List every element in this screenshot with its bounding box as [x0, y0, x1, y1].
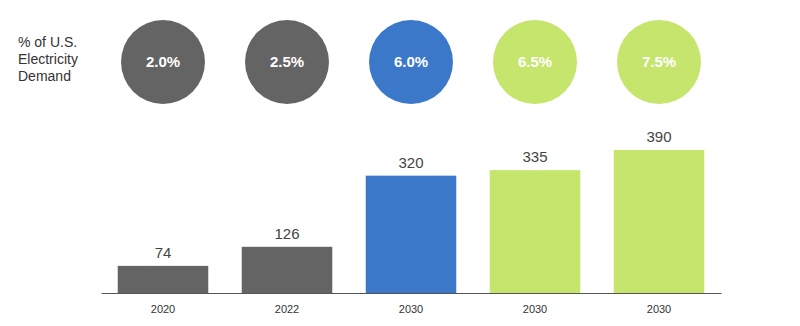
circle — [493, 20, 577, 104]
tick-label: 2030 — [647, 303, 671, 315]
tick: 2030 — [399, 293, 423, 315]
circle-label: 2.0% — [146, 53, 180, 70]
bars — [118, 150, 705, 293]
data-labels: 74 126 320 335 390 — [155, 128, 672, 261]
row-label-line: Electricity — [18, 51, 78, 67]
data-label: 74 — [155, 244, 172, 261]
circle-label: 7.5% — [642, 53, 676, 70]
tick-label: 2020 — [151, 303, 175, 315]
data-label: 390 — [646, 128, 671, 145]
circle-row: 2.0% 2.5% 6.0% 6.5% 7.5% — [121, 20, 701, 104]
circle-label: 6.5% — [518, 53, 552, 70]
circle — [245, 20, 329, 104]
tick: 2022 — [275, 293, 299, 315]
x-axis: 2020 2022 2030 2030 2030 — [102, 293, 722, 315]
data-label: 126 — [274, 225, 299, 242]
data-label: 335 — [522, 148, 547, 165]
circle — [369, 20, 453, 104]
tick: 2030 — [647, 293, 671, 315]
tick: 2030 — [523, 293, 547, 315]
row-label-line: Demand — [18, 68, 71, 84]
tick-label: 2030 — [523, 303, 547, 315]
bar — [490, 170, 581, 293]
tick: 2020 — [151, 293, 175, 315]
circle-label: 2.5% — [270, 53, 304, 70]
axis-line — [102, 293, 722, 294]
tick-label: 2030 — [399, 303, 423, 315]
circle — [121, 20, 205, 104]
tick-label: 2022 — [275, 303, 299, 315]
bar — [242, 247, 333, 293]
row-label: % of U.S.ElectricityDemand — [18, 34, 78, 84]
bar — [118, 266, 209, 293]
row-label-line: % of U.S. — [18, 34, 77, 50]
data-label: 320 — [398, 154, 423, 171]
chart: 74 126 320 335 390 2.0% 2.5% 6.0% 6.5% 7.5% % of U… — [0, 0, 800, 326]
bar — [614, 150, 705, 293]
bar — [366, 176, 457, 293]
circle-label: 6.0% — [394, 53, 428, 70]
circle — [617, 20, 701, 104]
